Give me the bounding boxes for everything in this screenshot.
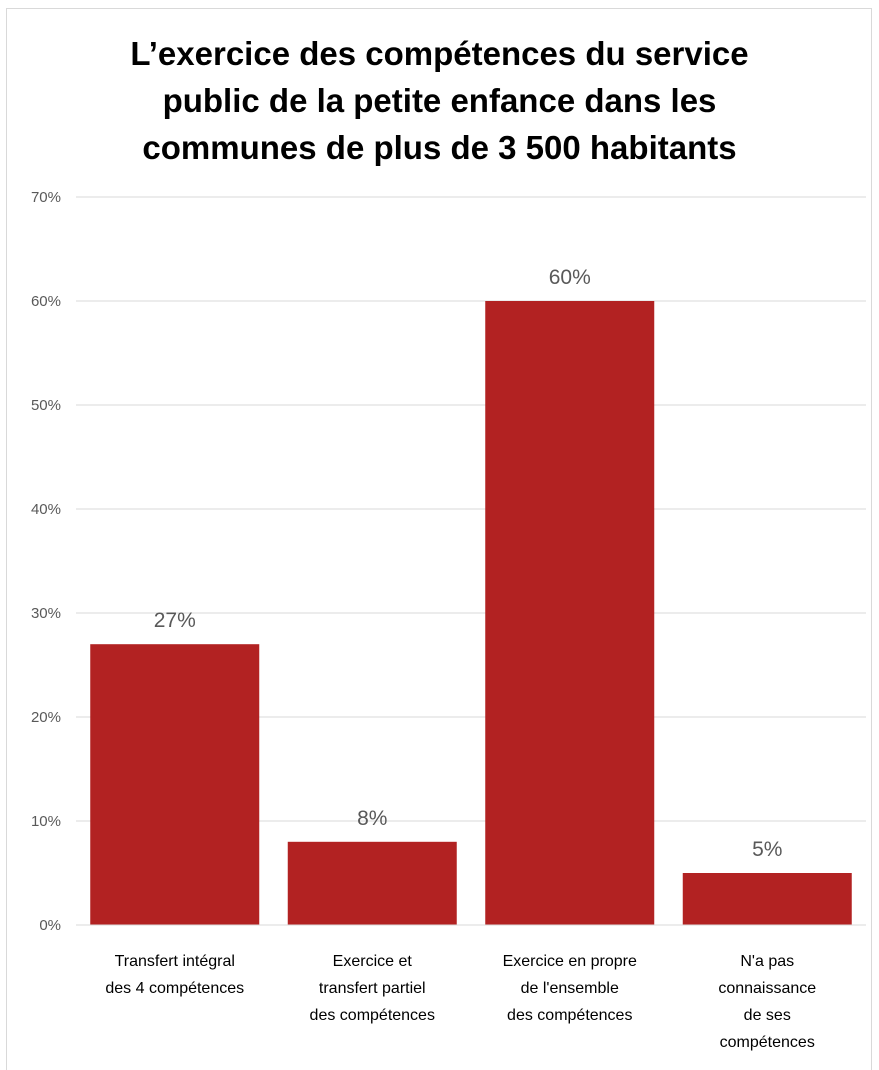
y-tick-label-60: 60% (31, 293, 61, 310)
chart-title-line-1: L’exercice des compétences du service (130, 35, 749, 72)
bar-3 (682, 873, 852, 925)
y-tick-label-70: 70% (31, 189, 61, 206)
chart-title: L’exercice des compétences du service pu… (0, 30, 879, 171)
category-label-2: Exercice en propre de l'ensemble des compé… (503, 953, 637, 1024)
bars-layer (90, 301, 852, 925)
chart-title-line-3: communes de plus de 3 500 habitants (142, 129, 737, 166)
category-label-0: Transfert intégral des 4 compétences (105, 953, 244, 997)
data-label-2: 60% (549, 266, 591, 289)
data-label-3: 5% (752, 838, 782, 861)
labels-layer: 0% 10% 20% 30% 40% 50% 60% 70% 27% Transfert inté… (31, 189, 816, 1051)
bar-1 (287, 841, 457, 925)
y-tick-label-50: 50% (31, 397, 61, 414)
data-label-0: 27% (154, 609, 196, 632)
y-tick-label-30: 30% (31, 605, 61, 622)
category-label-1: Exercice et transfert partiel des compéten… (310, 953, 435, 1024)
y-tick-label-20: 20% (31, 709, 61, 726)
bar-0 (90, 644, 260, 925)
chart-title-line-2: public de la petite enfance dans les (162, 82, 717, 119)
y-tick-label-40: 40% (31, 501, 61, 518)
y-tick-label-10: 10% (31, 813, 61, 830)
bar-2 (485, 301, 655, 925)
category-label-3: N'a pas connaissance de ses compétences (718, 953, 816, 1051)
data-label-1: 8% (357, 807, 387, 830)
y-tick-label-0: 0% (39, 917, 61, 934)
